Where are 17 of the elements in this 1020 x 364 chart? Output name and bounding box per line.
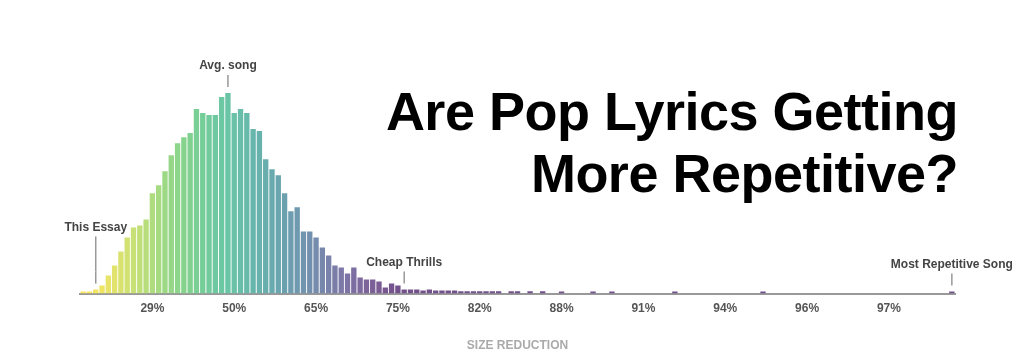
x-tick-label: 96% — [795, 301, 820, 316]
x-tick-label: 82% — [467, 301, 493, 316]
x-tick-label: 97% — [876, 301, 902, 316]
x-tick-label: 50% — [222, 301, 247, 316]
x-tick-label: 29% — [140, 301, 165, 316]
x-tick-label: 91% — [631, 301, 656, 316]
annotation: Cheap Thrills — [366, 254, 443, 269]
chart-title: Are Pop Lyrics Getting More Repetitive? — [384, 80, 958, 204]
x-tick-label: 88% — [549, 301, 574, 316]
x-tick-label: 94% — [713, 301, 738, 316]
bar — [527, 291, 533, 294]
x-tick-label: 65% — [304, 301, 329, 316]
x-tick-label: 75% — [385, 301, 411, 316]
text: Avg. song — [199, 58, 257, 72]
annotation: This Essay — [64, 220, 128, 235]
x-axis-title: SIZE REDUCTION — [465, 338, 570, 352]
annotation: Most Repetitive Song — [890, 256, 1013, 271]
